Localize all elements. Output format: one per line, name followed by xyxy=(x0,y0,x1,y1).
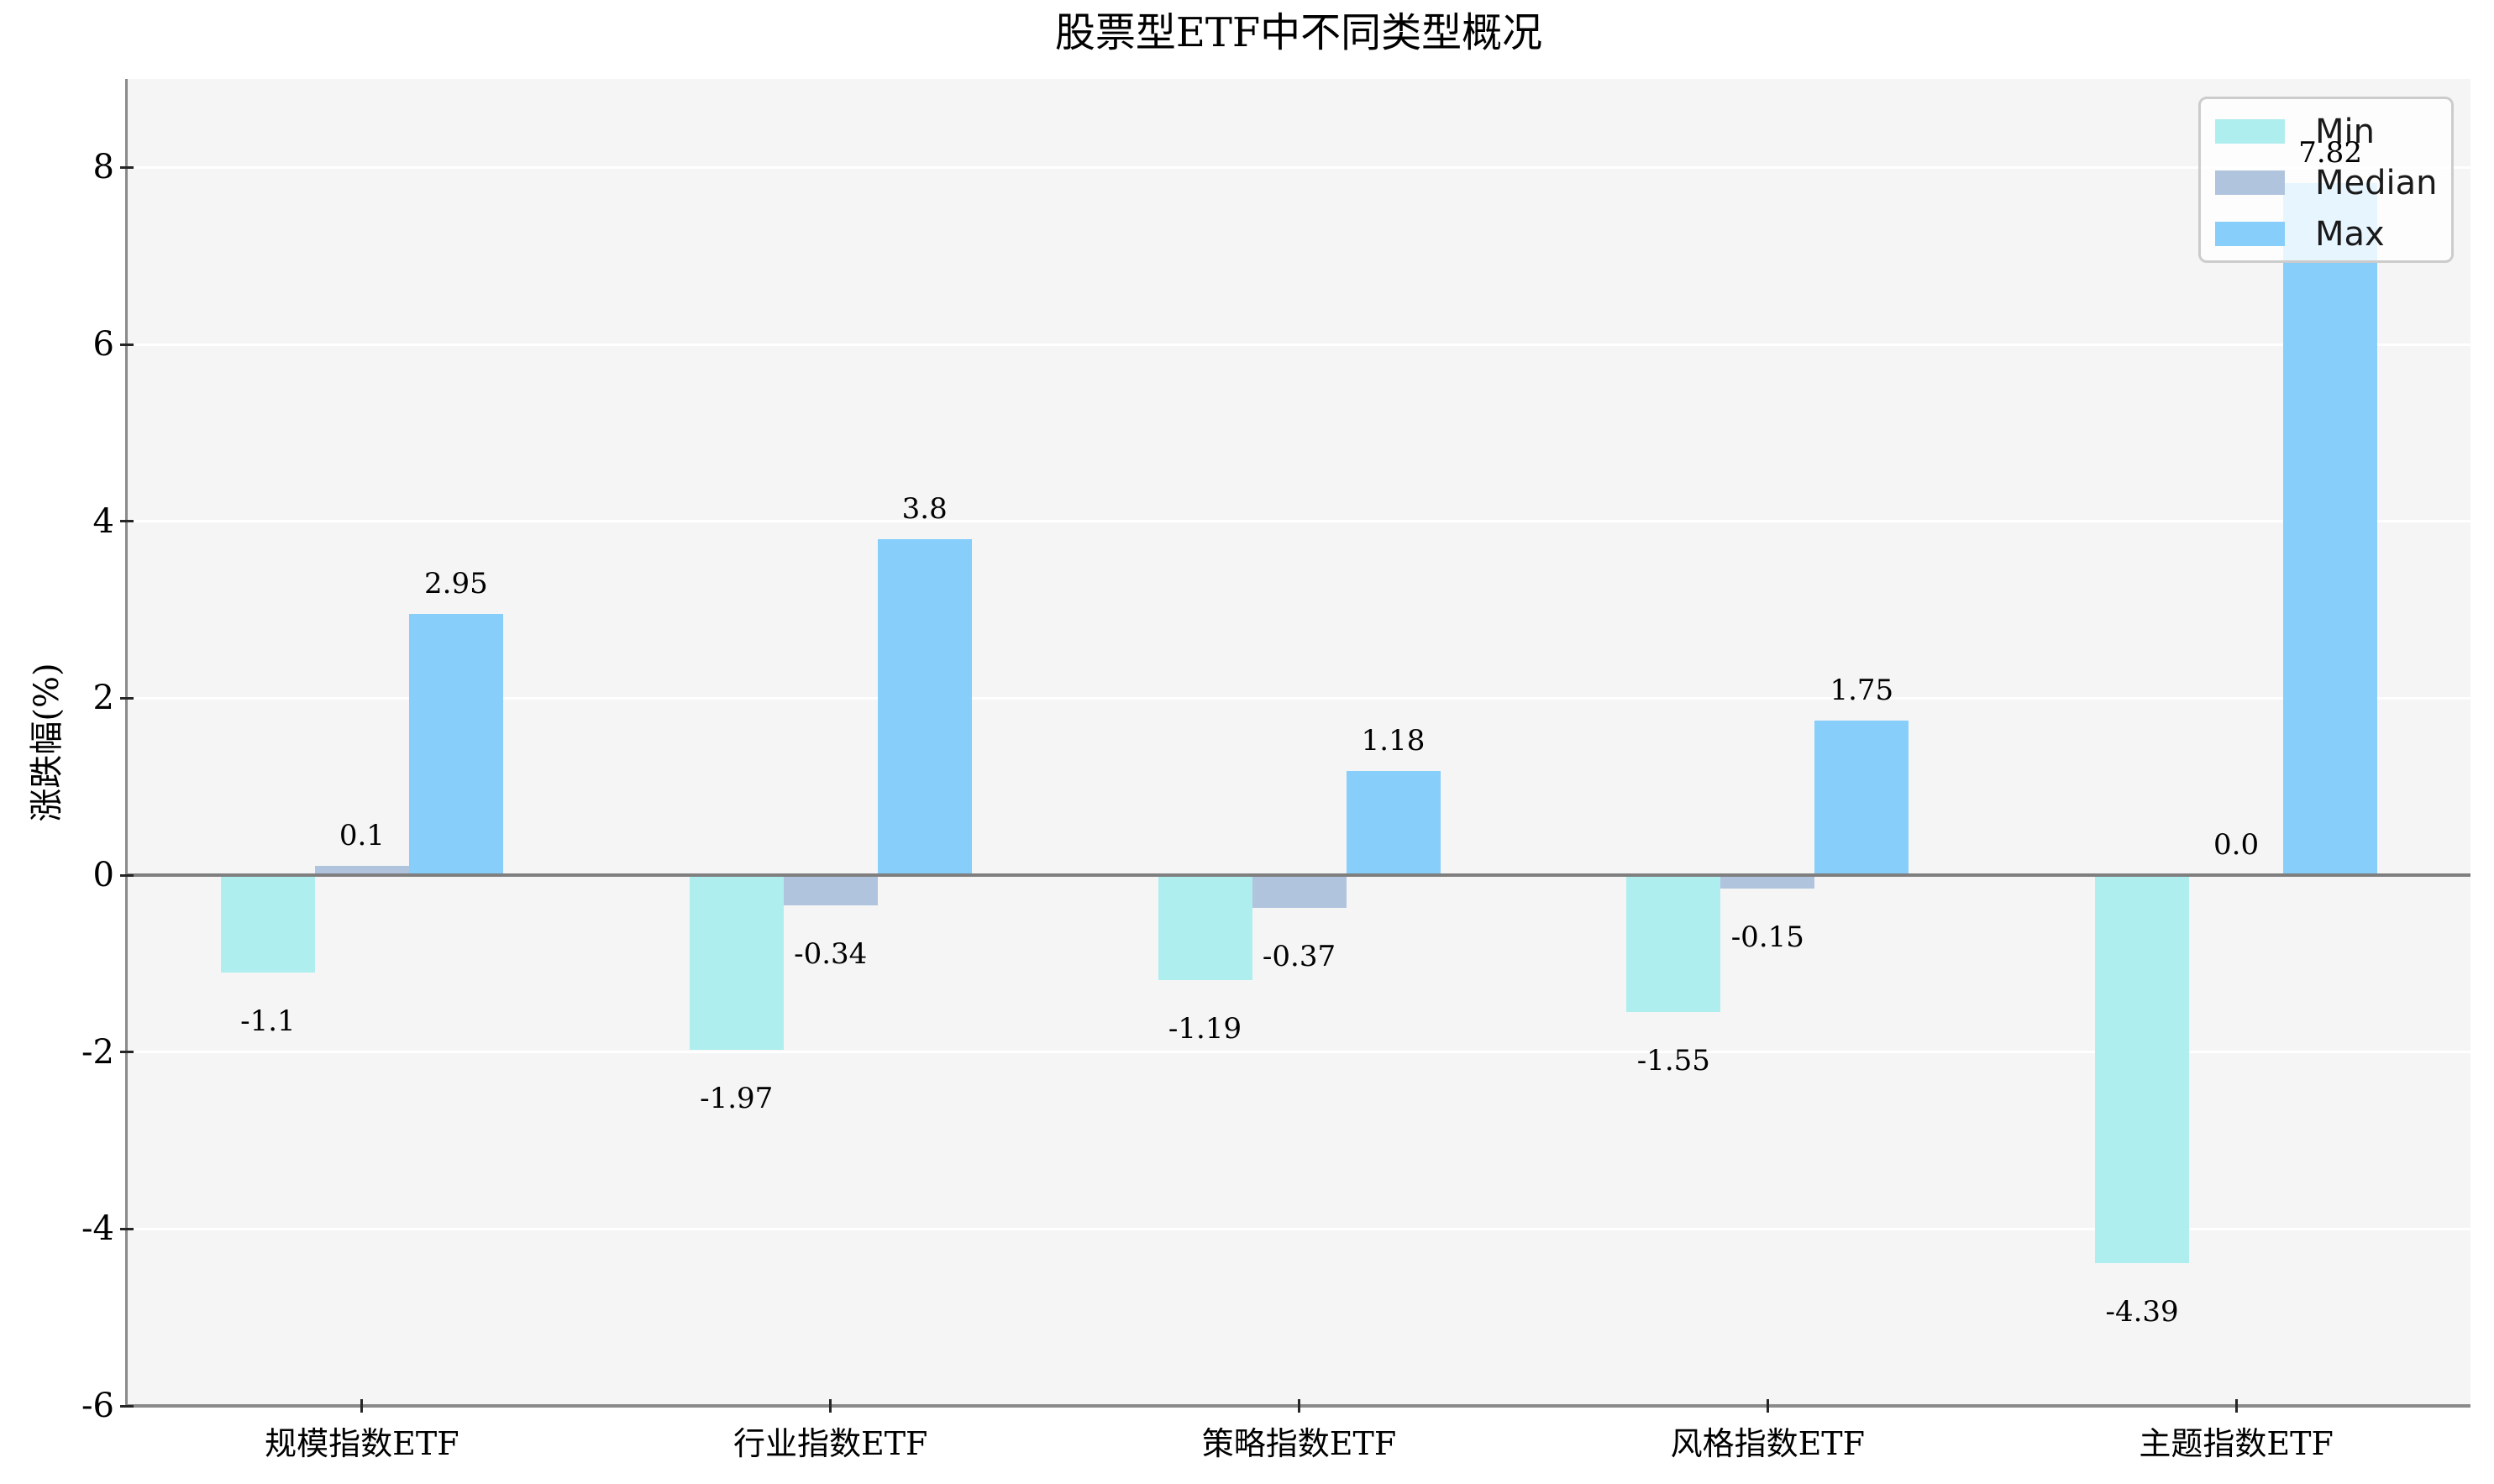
bar-value-label-median-3: -0.15 xyxy=(1730,920,1804,954)
x-tick-1 xyxy=(829,1399,832,1413)
bar-value-label-max-1: 3.8 xyxy=(901,491,948,526)
bar-value-label-min-3: -1.55 xyxy=(1636,1044,1710,1078)
bar-value-label-min-1: -1.97 xyxy=(700,1081,774,1115)
y-tick-6 xyxy=(120,343,134,346)
left-spine xyxy=(125,79,128,1406)
legend-swatch-max xyxy=(2215,222,2285,246)
y-tick-label--6: -6 xyxy=(81,1387,114,1425)
bar-min-1 xyxy=(689,875,784,1050)
x-tick-label-3: 风格指数ETF xyxy=(1670,1425,1866,1462)
y-tick--6 xyxy=(120,1404,134,1408)
x-tick-label-2: 策略指数ETF xyxy=(1201,1425,1397,1462)
x-tick-0 xyxy=(360,1399,364,1413)
x-tick-label-4: 主题指数ETF xyxy=(2139,1425,2334,1462)
bar-value-label-max-0: 2.95 xyxy=(424,567,488,601)
y-tick--2 xyxy=(120,1051,134,1054)
legend-swatch-min xyxy=(2215,119,2285,144)
legend-swatch-median xyxy=(2215,170,2285,195)
y-tick-label--4: -4 xyxy=(81,1209,114,1249)
gridline-y-8 xyxy=(128,165,2470,169)
y-tick-8 xyxy=(120,165,134,169)
bar-value-label-max-4: 7.82 xyxy=(2298,136,2362,170)
gridline-y--4 xyxy=(128,1227,2470,1230)
y-axis-label: 涨跌幅(%) xyxy=(28,663,66,822)
bar-min-3 xyxy=(1626,875,1721,1013)
bar-value-label-median-4: 0.0 xyxy=(2213,828,2260,862)
bar-median-1 xyxy=(783,875,878,905)
bar-max-0 xyxy=(408,614,503,875)
plot-area xyxy=(128,79,2470,1406)
legend-label-min: Min xyxy=(2315,112,2375,151)
bar-min-0 xyxy=(220,875,315,973)
bar-value-label-max-3: 1.75 xyxy=(1830,673,1894,707)
bar-max-1 xyxy=(877,538,972,875)
bar-median-3 xyxy=(1720,875,1815,889)
y-tick-0 xyxy=(120,873,134,877)
x-tick-3 xyxy=(1766,1399,1769,1413)
x-tick-2 xyxy=(1298,1399,1300,1413)
chart-title: 股票型ETF中不同类型概况 xyxy=(1054,9,1543,56)
y-tick-label-4: 4 xyxy=(92,501,114,541)
bar-value-label-min-0: -1.1 xyxy=(240,1004,296,1038)
bar-value-label-min-2: -1.19 xyxy=(1168,1012,1242,1046)
x-tick-4 xyxy=(2234,1399,2238,1413)
legend-item-max: Max xyxy=(2215,208,2451,260)
y-tick-label--2: -2 xyxy=(81,1032,114,1072)
y-tick--4 xyxy=(120,1227,134,1230)
legend-item-min: Min xyxy=(2215,106,2451,157)
bar-median-2 xyxy=(1252,875,1347,908)
bar-value-label-min-4: -4.39 xyxy=(2105,1295,2179,1329)
bar-min-4 xyxy=(2095,875,2190,1264)
gridline-y-6 xyxy=(128,343,2470,346)
bar-value-label-median-2: -0.37 xyxy=(1262,939,1336,973)
legend-label-max: Max xyxy=(2315,214,2385,254)
legend-item-median: Median xyxy=(2215,157,2451,208)
bar-median-0 xyxy=(314,866,409,875)
bar-max-4 xyxy=(2283,183,2378,875)
legend: Min Median Max xyxy=(2198,97,2454,263)
y-tick-label-2: 2 xyxy=(92,679,114,718)
x-tick-label-1: 行业指数ETF xyxy=(732,1425,928,1462)
bar-max-2 xyxy=(1346,770,1441,875)
gridline-y--2 xyxy=(128,1051,2470,1054)
y-tick-label-8: 8 xyxy=(92,148,114,187)
y-tick-2 xyxy=(120,696,134,700)
y-tick-label-6: 6 xyxy=(92,325,114,364)
y-tick-label-0: 0 xyxy=(92,856,114,894)
legend-label-median: Median xyxy=(2315,163,2438,202)
bar-min-2 xyxy=(1158,875,1252,981)
gridline-y-4 xyxy=(128,520,2470,523)
y-tick-4 xyxy=(120,520,134,523)
zero-line xyxy=(128,873,2470,877)
gridline-y-2 xyxy=(128,696,2470,700)
bar-max-3 xyxy=(1814,720,1909,875)
x-tick-label-0: 规模指数ETF xyxy=(265,1425,459,1462)
bar-value-label-median-0: 0.1 xyxy=(339,819,385,853)
bar-value-label-median-1: -0.34 xyxy=(794,936,868,971)
bar-value-label-max-2: 1.18 xyxy=(1361,723,1426,758)
